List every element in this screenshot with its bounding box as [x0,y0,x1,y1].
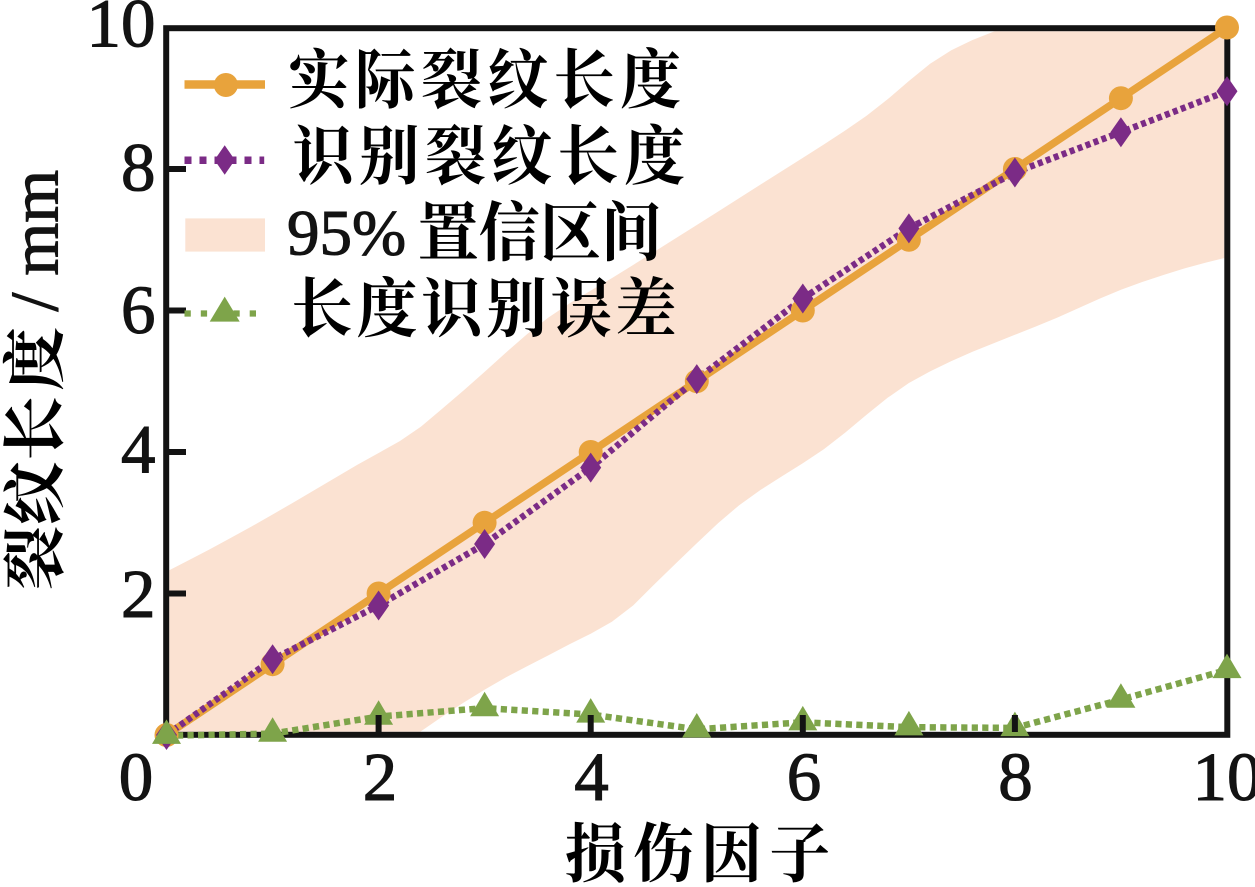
svg-text:0: 0 [119,739,154,815]
svg-text:10: 10 [1193,739,1255,815]
svg-text:8: 8 [998,739,1033,815]
svg-text:10: 10 [87,0,156,62]
svg-text:4: 4 [121,412,156,488]
svg-text:6: 6 [787,739,822,815]
svg-text:8: 8 [121,129,156,205]
svg-text:6: 6 [121,272,156,348]
svg-text:2: 2 [363,739,398,815]
svg-text:/ mm: / mm [0,170,73,312]
svg-text:95%: 95% [287,198,406,270]
svg-text:2: 2 [121,556,156,632]
svg-text:4: 4 [574,739,609,815]
